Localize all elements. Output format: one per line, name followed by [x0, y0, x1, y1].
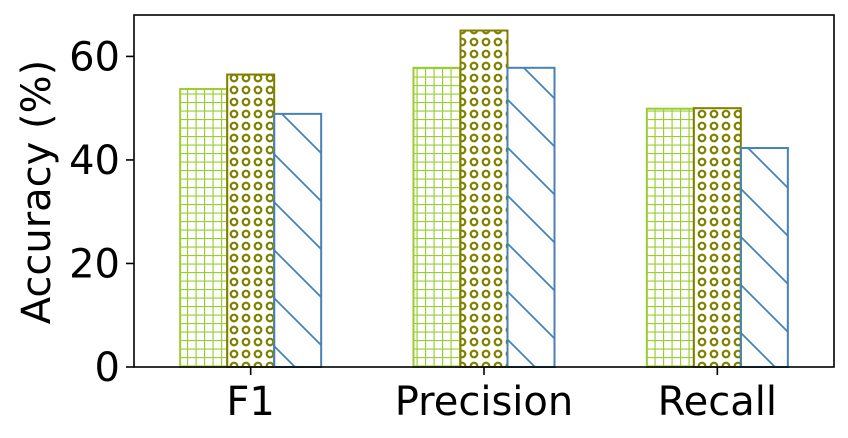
plot-area: 0 20 40 60 F1 Precision Recall [69, 14, 835, 425]
bar-recall-series-3 [739, 147, 789, 368]
bar-precision-series-3 [506, 66, 556, 369]
y-axis-label: Accuracy (%) [14, 60, 60, 325]
x-tick-label-precision: Precision [395, 379, 573, 425]
bar-f1-series-1 [179, 88, 229, 368]
bar-precision-series-2 [459, 29, 509, 368]
y-tick-label: 40 [69, 138, 120, 184]
bar-f1-series-3 [273, 112, 323, 368]
x-tick-label-recall: Recall [658, 379, 777, 425]
bar-precision-series-1 [412, 66, 462, 369]
bar-f1-series-2 [226, 73, 276, 368]
y-tick-label: 60 [69, 34, 120, 80]
y-tick-label: 0 [95, 345, 120, 391]
bar-recall-series-2 [692, 107, 742, 368]
y-tick-label: 20 [69, 241, 120, 287]
bar-recall-series-1 [645, 107, 695, 368]
x-tick-label-f1: F1 [226, 379, 274, 425]
